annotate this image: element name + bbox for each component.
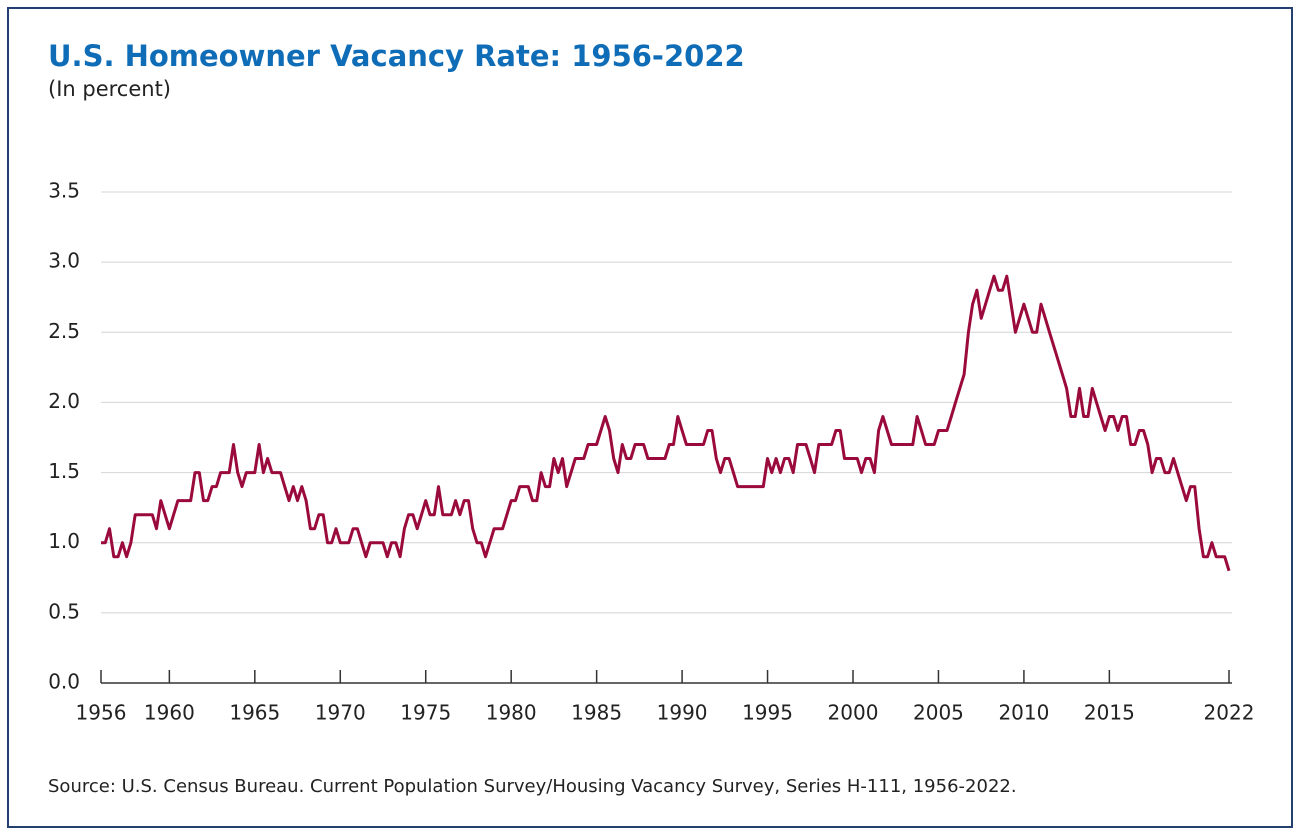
x-tick-label: 1970 [315, 701, 366, 725]
x-tick-label: 1980 [486, 701, 537, 725]
x-tick-label: 1990 [657, 701, 708, 725]
chart-title: U.S. Homeowner Vacancy Rate: 1956-2022 [48, 39, 745, 73]
x-tick-label: 2015 [1084, 701, 1135, 725]
line-series [101, 274, 1231, 572]
y-tick-label: 1.5 [48, 459, 80, 483]
x-tick-label: 2022 [1204, 701, 1255, 725]
y-tick-label: 3.5 [48, 179, 80, 203]
chart-subtitle: (In percent) [48, 77, 171, 101]
x-tick-label: 1995 [742, 701, 793, 725]
x-tick-label: 1956 [76, 701, 127, 725]
y-tick-label: 3.0 [48, 249, 80, 273]
x-tick-label: 1975 [400, 701, 451, 725]
frame [7, 7, 1293, 828]
x-tick-label: 2005 [913, 701, 964, 725]
y-tick-label: 1.0 [48, 529, 80, 553]
y-tick-label: 2.0 [48, 389, 80, 413]
x-tick-label: 1960 [144, 701, 195, 725]
x-tick-label: 1965 [229, 701, 280, 725]
x-tick-label: 2010 [998, 701, 1049, 725]
y-tick-label: 0.0 [48, 670, 80, 694]
source-note: Source: U.S. Census Bureau. Current Popu… [48, 776, 1017, 797]
y-tick-label: 0.5 [48, 599, 80, 623]
y-tick-label: 2.5 [48, 319, 80, 343]
x-tick-label: 2000 [828, 701, 879, 725]
x-tick-label: 1985 [571, 701, 622, 725]
